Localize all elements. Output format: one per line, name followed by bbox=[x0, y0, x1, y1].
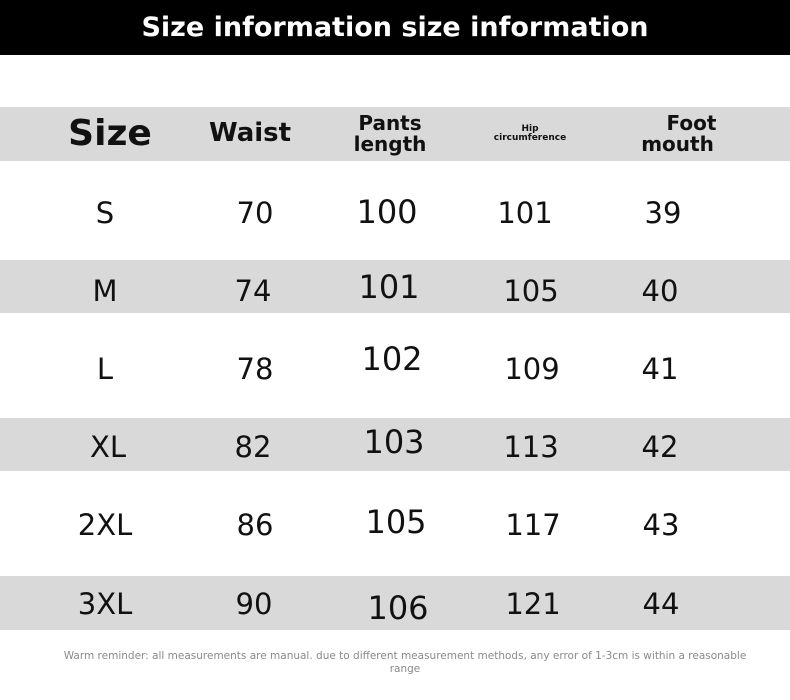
footer-note: Warm reminder: all measurements are manu… bbox=[63, 650, 747, 675]
header-label: mouth bbox=[641, 132, 714, 156]
table-cell: XL bbox=[89, 430, 127, 464]
header-label: Pants bbox=[358, 111, 422, 135]
table-cell: 42 bbox=[641, 430, 679, 464]
title: Size information size information bbox=[141, 12, 649, 43]
table-cell: 117 bbox=[505, 508, 561, 542]
header-band bbox=[0, 107, 790, 161]
row-band bbox=[0, 576, 790, 630]
header-label: circumference bbox=[493, 133, 567, 143]
table-cell: 101 bbox=[497, 196, 553, 230]
table-cell: 39 bbox=[644, 196, 682, 230]
table-cell: 103 bbox=[363, 423, 425, 461]
table-cell: 74 bbox=[234, 274, 272, 308]
table-cell: 100 bbox=[356, 193, 418, 231]
header-label: Size bbox=[68, 113, 152, 155]
table-cell: 70 bbox=[236, 196, 274, 230]
table-cell: M bbox=[92, 274, 118, 308]
table-cell: 3XL bbox=[77, 587, 133, 621]
table-cell: S bbox=[95, 196, 115, 230]
table-cell: 90 bbox=[235, 587, 273, 621]
header-hip: Hip circumference bbox=[480, 107, 580, 161]
header-label: Foot bbox=[666, 111, 717, 135]
table-cell: 43 bbox=[642, 508, 680, 542]
table-cell: 44 bbox=[642, 587, 680, 621]
row-band bbox=[0, 260, 790, 313]
table-cell: L bbox=[96, 352, 114, 386]
table-cell: 101 bbox=[358, 268, 420, 306]
table-cell: 78 bbox=[236, 352, 274, 386]
table-cell: 41 bbox=[641, 352, 679, 386]
header-label: length bbox=[353, 132, 427, 156]
row-band bbox=[0, 418, 790, 471]
title-bar: Size information size information bbox=[0, 0, 790, 55]
table-cell: 121 bbox=[505, 587, 561, 621]
table-cell: 105 bbox=[503, 274, 559, 308]
table-cell: 40 bbox=[641, 274, 679, 308]
table-cell: 82 bbox=[234, 430, 272, 464]
header-waist: Waist bbox=[195, 107, 305, 161]
table-cell: 106 bbox=[367, 589, 429, 627]
header-size: Size bbox=[60, 107, 160, 161]
table-cell: 102 bbox=[361, 340, 423, 378]
table-cell: 2XL bbox=[77, 508, 133, 542]
header-foot-mouth: Foot mouth bbox=[625, 107, 730, 161]
table-cell: 109 bbox=[504, 352, 560, 386]
table-cell: 113 bbox=[503, 430, 559, 464]
header-label: Hip bbox=[521, 123, 539, 134]
table-cell: 86 bbox=[236, 508, 274, 542]
header-label: Waist bbox=[208, 118, 292, 149]
header-pants-length: Pants length bbox=[340, 107, 440, 161]
table-cell: 105 bbox=[365, 503, 427, 541]
